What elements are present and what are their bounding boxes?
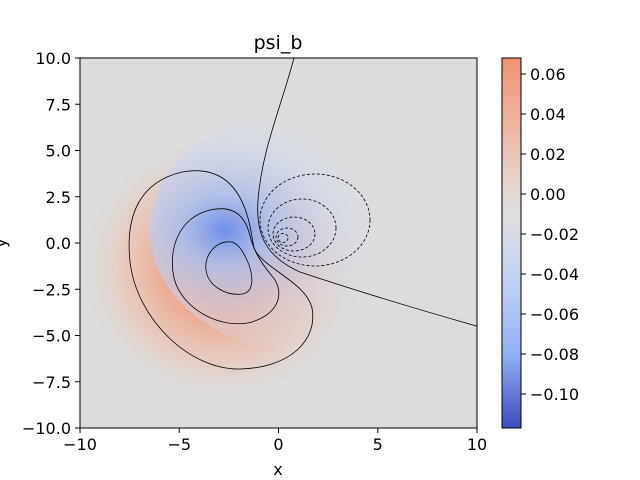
colorbar-tick-label: 0.06 [530, 65, 566, 84]
x-tick-label: 0 [273, 435, 283, 454]
x-axis: −10 −5 0 5 10 [63, 428, 487, 454]
heatmap-field [80, 58, 477, 403]
contour-negative-1 [259, 173, 371, 267]
y-tick-label: −2.5 [32, 280, 71, 299]
y-tick-label: 2.5 [46, 188, 71, 207]
colorbar-tick-label: −0.02 [530, 225, 579, 244]
x-axis-label: x [273, 460, 282, 479]
colorbar-tick-label: 0.00 [530, 185, 566, 204]
contour-negative-4 [275, 227, 299, 247]
y-tick-label: −5.0 [32, 327, 71, 346]
x-tick-label: 5 [373, 435, 383, 454]
colorbar-tick-label: −0.04 [530, 265, 579, 284]
contour-negative-3 [272, 216, 316, 252]
colorbar-tick-label: −0.06 [530, 305, 579, 324]
y-tick-label: 7.5 [46, 95, 71, 114]
contour-zero [257, 58, 477, 327]
y-axis: 10.0 7.5 5.0 2.5 0.0 −2.5 −5.0 −7.5 −10.0 [22, 49, 80, 438]
y-tick-label: 10.0 [35, 49, 71, 68]
y-tick-label: −7.5 [32, 373, 71, 392]
x-tick-label: 10 [467, 435, 487, 454]
colorbar [501, 57, 522, 429]
y-tick-label: 5.0 [46, 142, 71, 161]
x-tick-label: −10 [63, 435, 97, 454]
contour-positive-outer [128, 170, 314, 370]
colorbar-tick-label: 0.04 [530, 105, 566, 124]
chart-title: psi_b [254, 32, 303, 54]
colorbar-tick-label: −0.10 [530, 385, 579, 404]
x-tick-label: −5 [167, 435, 191, 454]
contour-positive-middle [171, 208, 280, 325]
y-axis-label: y [0, 238, 10, 247]
y-tick-label: 0.0 [46, 234, 71, 253]
contour-positive-inner [205, 241, 253, 295]
contour-negative-2 [267, 198, 337, 258]
y-tick-label: −10.0 [22, 419, 71, 438]
colorbar-axis: 0.06 0.04 0.02 0.00 −0.02 −0.04 −0.06 −0.08 −0.1… [521, 65, 579, 404]
negative-lobe [150, 110, 450, 350]
contour-negative-5 [277, 233, 289, 243]
colorbar-tick-label: −0.08 [530, 345, 579, 364]
colorbar-tick-label: 0.02 [530, 145, 566, 164]
